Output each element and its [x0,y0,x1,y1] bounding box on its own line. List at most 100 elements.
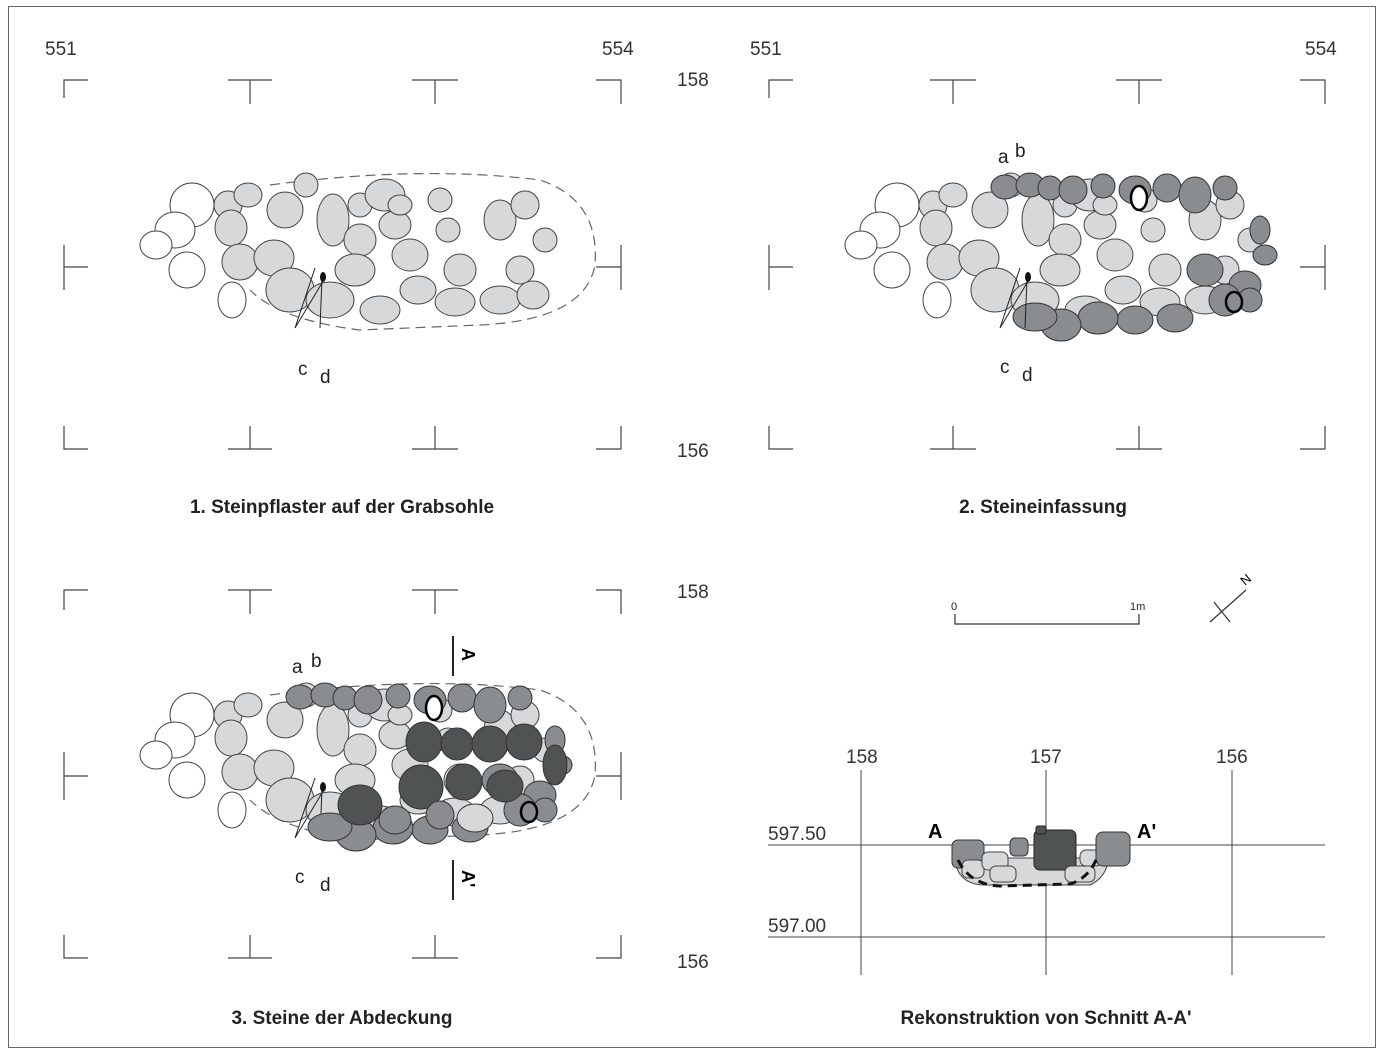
stone [1077,301,1119,335]
stone [332,685,358,711]
stone [445,763,483,801]
figure-frame [8,6,1376,1048]
stone [139,230,173,260]
stone [378,805,412,835]
stone [926,243,964,281]
north-arrow-icon: N [1209,571,1254,623]
panel-1-caption: 1. Steinpflaster auf der Grabsohle [189,497,495,518]
stone [516,280,550,310]
stone [305,281,355,319]
stone [139,740,173,770]
stone [483,199,517,241]
stone [1148,253,1182,287]
panel-3-label-c: c [295,867,305,888]
stone [1212,175,1238,201]
stone [435,217,461,243]
section-caption: Rekonstruktion von Schnitt A-A' [900,1008,1192,1029]
stone [285,684,315,710]
panel-1-stones [139,172,558,329]
panel-1-grave-outline [249,172,596,331]
scale-bar: 0 1m [951,601,1145,625]
stone [1096,238,1134,272]
stone [168,761,206,799]
stone [353,685,383,715]
scale-end-label: 1m [1130,601,1145,613]
stone [214,209,248,247]
stone [217,791,247,829]
find-marker-d [320,782,326,792]
stone [293,172,319,198]
stone [479,285,521,315]
stone [1140,217,1166,243]
stone [510,190,540,220]
stone [1048,223,1082,257]
stone [391,238,429,272]
stone [424,694,444,722]
stone [1186,253,1224,287]
stone [1156,303,1194,333]
stone [1249,215,1271,245]
panel-2-label-d: d [1022,365,1033,386]
section-elevation-597-50: 597.50 [768,824,826,845]
stone [343,733,377,767]
stone [233,692,263,718]
stone [214,719,248,757]
stone [427,187,453,213]
stone [221,753,259,791]
stone [456,803,494,833]
stone [505,255,535,285]
stone [168,251,206,289]
stone [405,721,443,763]
stone [1224,290,1244,314]
stone [443,253,477,287]
stone [1178,176,1212,214]
panel-3-label-a: a [292,657,303,678]
panel-2-stones [844,172,1278,342]
stone [233,182,263,208]
section-x-label-158: 158 [846,747,878,768]
panel-2-label-a: a [998,147,1009,168]
stone [532,227,558,253]
stone [919,209,953,247]
stone [873,251,911,289]
panel-3-stones [139,682,573,852]
stone [473,686,507,724]
stone [844,230,878,260]
stone [922,281,952,319]
stone [337,784,383,826]
section-x-label-157: 157 [1030,747,1062,768]
stone [542,744,568,786]
stone [971,191,1009,229]
panel-2-label-c: c [1000,357,1010,378]
stone [1090,173,1116,199]
stone [1058,175,1088,205]
north-label: N [1237,571,1254,589]
pointer-lines [999,267,1031,329]
section-elevation-597-00: 597.00 [768,916,826,937]
stone [434,287,476,317]
stone [1152,173,1182,203]
stone [486,769,524,803]
panel-3-caption: 3. Steine der Abdeckung [231,1008,453,1029]
stone [1037,175,1063,201]
stone [1039,253,1081,287]
stone [221,243,259,281]
section-point-a-prime: A' [1137,821,1156,843]
panel-2-caption: 2. Steineinfassung [959,497,1127,518]
scale-start-label: 0 [951,601,957,613]
panel-1-plan: 551 554 c d [45,39,634,450]
stone [343,223,377,257]
stone [334,253,376,287]
stone [217,281,247,319]
pointer-lines [294,267,326,329]
stone [266,701,304,739]
find-marker-d [320,272,326,282]
panel-1-label-c: c [298,359,308,380]
panel-2-label-b: b [1015,141,1026,162]
stone [1083,210,1117,240]
panel-1-label-d: d [320,367,331,388]
panel-3-label-b: b [311,651,322,672]
stone [507,685,533,711]
panel-3-grid-marks [63,589,622,959]
stone [425,800,455,830]
